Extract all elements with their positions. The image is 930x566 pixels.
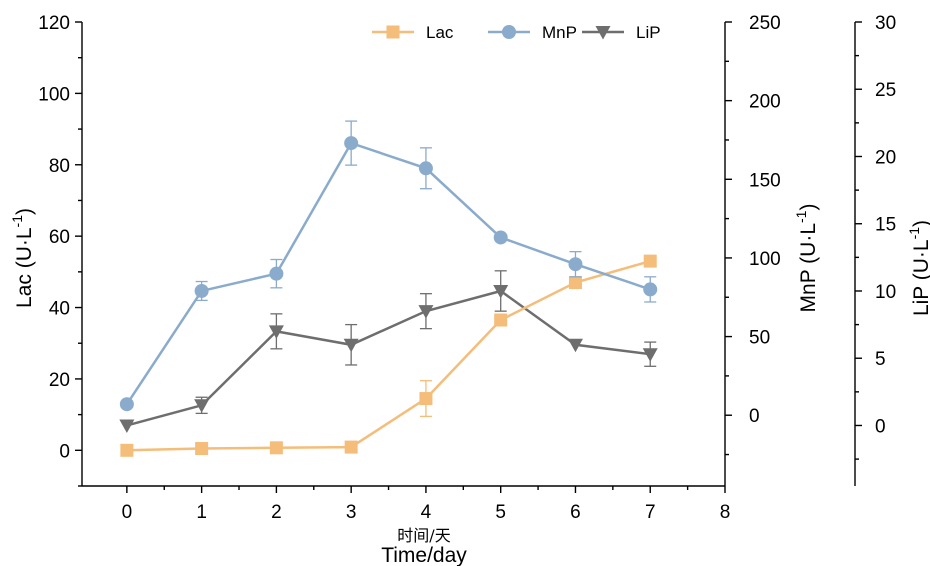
series-mnp-point <box>269 266 284 281</box>
x-tick-label: 6 <box>570 502 581 523</box>
lip-tick-label: 5 <box>875 349 886 370</box>
series-lip-point <box>268 325 284 339</box>
series-mnp-point <box>194 283 209 298</box>
series-lip-point <box>418 305 434 319</box>
mnp-tick-label: 50 <box>749 328 770 349</box>
left-tick-label: 60 <box>49 227 70 248</box>
series-lip <box>119 270 658 433</box>
mnp-tick-label: 0 <box>749 406 760 427</box>
lip-tick-label: 0 <box>875 416 886 437</box>
axes-layer: 0 1 2 3 4 5 6 7 80204060801001200501001502002500… <box>9 13 930 523</box>
left-axis-title-main: Lac (U·L <box>13 227 36 308</box>
left-axis-title: Lac (U·L-1) <box>9 208 36 308</box>
series-mnp-point <box>344 136 359 151</box>
series-lip-point <box>493 284 509 299</box>
series-mnp <box>119 120 658 412</box>
legend: Lac MnP LiP <box>372 23 661 42</box>
left-tick-label: 100 <box>38 84 70 105</box>
legend-mnp-marker <box>502 25 516 39</box>
lip-axis-title-close: ) <box>910 220 930 227</box>
x-tick-label: 8 <box>720 502 731 523</box>
lip-axis-title-sup: -1 <box>906 227 922 240</box>
series-lac-point <box>568 276 582 290</box>
series-lac-point <box>195 442 209 456</box>
series-layer <box>119 120 658 457</box>
series-mnp-point <box>418 161 433 176</box>
series-lac <box>120 254 657 457</box>
legend-mnp-label: MnP <box>542 23 577 42</box>
lip-tick-label: 15 <box>875 215 896 236</box>
series-lac-point <box>419 392 433 406</box>
series-lip-point <box>642 348 658 362</box>
series-lip-point <box>567 338 583 353</box>
x-tick-label: 3 <box>346 502 357 523</box>
series-mnp-point <box>493 230 508 245</box>
series-lac-point <box>643 254 657 268</box>
left-tick-label: 20 <box>49 370 70 391</box>
x-tick-label: 4 <box>421 502 432 523</box>
mnp-tick-label: 100 <box>749 249 781 270</box>
x-axis-label: Time/day <box>381 544 467 566</box>
left-axis-title-close: ) <box>13 208 36 215</box>
mnp-tick-label: 250 <box>749 13 781 34</box>
series-lip-line <box>126 289 651 427</box>
lip-tick-label: 20 <box>875 147 896 168</box>
left-axis-title-sup: -1 <box>9 215 25 228</box>
legend-lip-marker <box>595 26 611 40</box>
series-mnp-line <box>125 141 651 405</box>
left-tick-label: 120 <box>38 13 70 34</box>
lip-axis-title: LiP (U·L-1) <box>906 220 930 316</box>
mnp-axis-title-close: ) <box>797 204 820 211</box>
left-tick-label: 80 <box>49 156 70 177</box>
series-lac-point <box>120 443 134 457</box>
left-tick-label: 0 <box>59 441 70 462</box>
series-lac-point <box>269 441 283 455</box>
legend-lac-marker <box>386 25 400 39</box>
mnp-axis-title: MnP (U·L-1) <box>793 204 820 313</box>
series-mnp-point <box>568 257 583 272</box>
series-mnp-point <box>119 397 134 412</box>
lip-tick-label: 10 <box>875 282 896 303</box>
legend-lip-label: LiP <box>636 23 661 42</box>
series-lip-point <box>343 338 359 353</box>
series-lip-point <box>119 419 135 433</box>
series-lip-point <box>194 399 210 413</box>
mnp-tick-label: 150 <box>749 170 781 191</box>
x-tick-label: 0 <box>122 502 133 523</box>
x-tick-label: 1 <box>196 502 207 523</box>
mnp-axis-title-sup: -1 <box>793 210 809 223</box>
series-lac-point <box>344 440 358 454</box>
series-lac-point <box>494 313 508 327</box>
x-tick-label: 5 <box>495 502 506 523</box>
left-tick-label: 40 <box>49 299 70 320</box>
series-mnp-point <box>643 282 658 297</box>
lip-tick-label: 30 <box>875 13 896 34</box>
x-tick-label: 7 <box>645 502 656 523</box>
x-tick-label: 2 <box>271 502 282 523</box>
x-axis-label-cn: 时间/天 <box>397 526 450 545</box>
lip-axis-title-main: LiP (U·L <box>910 239 930 316</box>
mnp-axis-title-main: MnP (U·L <box>797 223 820 312</box>
lip-tick-label: 25 <box>875 80 896 101</box>
mnp-tick-label: 200 <box>749 92 781 113</box>
legend-lac-label: Lac <box>426 23 454 42</box>
series-lac-line <box>126 259 651 452</box>
